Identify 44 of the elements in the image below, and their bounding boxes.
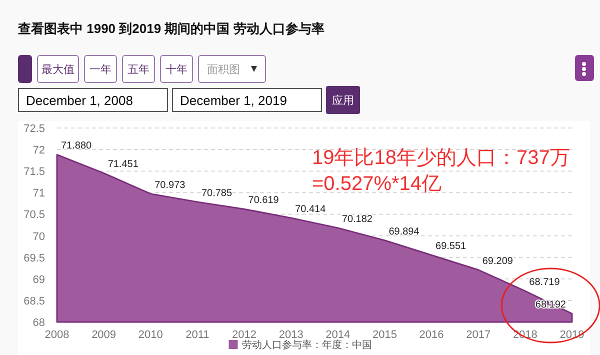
x-tick-label: 2011: [186, 329, 210, 341]
annotation: =0.527%*14亿: [312, 173, 442, 195]
y-tick-label: 71.5: [24, 166, 45, 178]
x-tick-label: 2017: [466, 329, 491, 341]
y-tick-label: 70.5: [24, 209, 45, 222]
text: 五年: [122, 55, 155, 83]
data-label: 70.182: [342, 214, 373, 225]
x-tick-label: 2014: [326, 329, 350, 341]
text: 一年: [84, 55, 117, 83]
x-tick-label: 2015: [372, 329, 397, 341]
data-label: 71.880: [61, 140, 92, 152]
x-tick-label: 2010: [138, 329, 163, 341]
data-label: 70.414: [295, 204, 326, 215]
x-tick-label: 2016: [419, 329, 444, 341]
y-tick-label: 69.5: [24, 252, 45, 264]
data-label: 68.719: [529, 277, 560, 288]
legend-item: 劳动人口参与率：年度：中国: [228, 340, 372, 351]
chart-title: 查看图表中 1990 到2019 期间的中国 劳动人口参与率: [18, 20, 324, 38]
text: December 1, 2008: [18, 88, 168, 112]
data-label: 70.785: [201, 188, 232, 199]
data-label: 69.894: [388, 226, 420, 238]
y-tick-label: 68.5: [24, 295, 45, 308]
data-label: 69.209: [482, 256, 514, 267]
x-tick-label: 2012: [232, 329, 257, 341]
x-tick-label: 2009: [92, 329, 116, 341]
x-tick-label: 2013: [278, 329, 304, 341]
data-label: 70.619: [248, 195, 280, 206]
data-label: 71.451: [108, 159, 139, 170]
y-tick-label: 72.5: [24, 123, 45, 135]
series-label: 劳动人口参与率：年度：中国: [242, 339, 372, 351]
x-tick-label: 2008: [44, 329, 70, 341]
annotation: 19年比18年少的人口：737万: [312, 147, 570, 169]
y-tick-label: 72: [32, 144, 45, 157]
y-tick-label: 70: [32, 230, 45, 243]
data-label: 70.973: [154, 180, 186, 191]
y-tick-label: 68: [32, 317, 45, 329]
text: 十年: [160, 55, 193, 83]
data-label: 69.551: [436, 241, 467, 252]
text: December 1, 2019: [172, 88, 322, 112]
y-tick-label: 71: [32, 188, 45, 200]
y-tick-label: 69: [32, 274, 45, 286]
text: 应用: [326, 86, 360, 114]
text: 最大值: [37, 55, 79, 83]
text: 面积图: [207, 62, 240, 76]
